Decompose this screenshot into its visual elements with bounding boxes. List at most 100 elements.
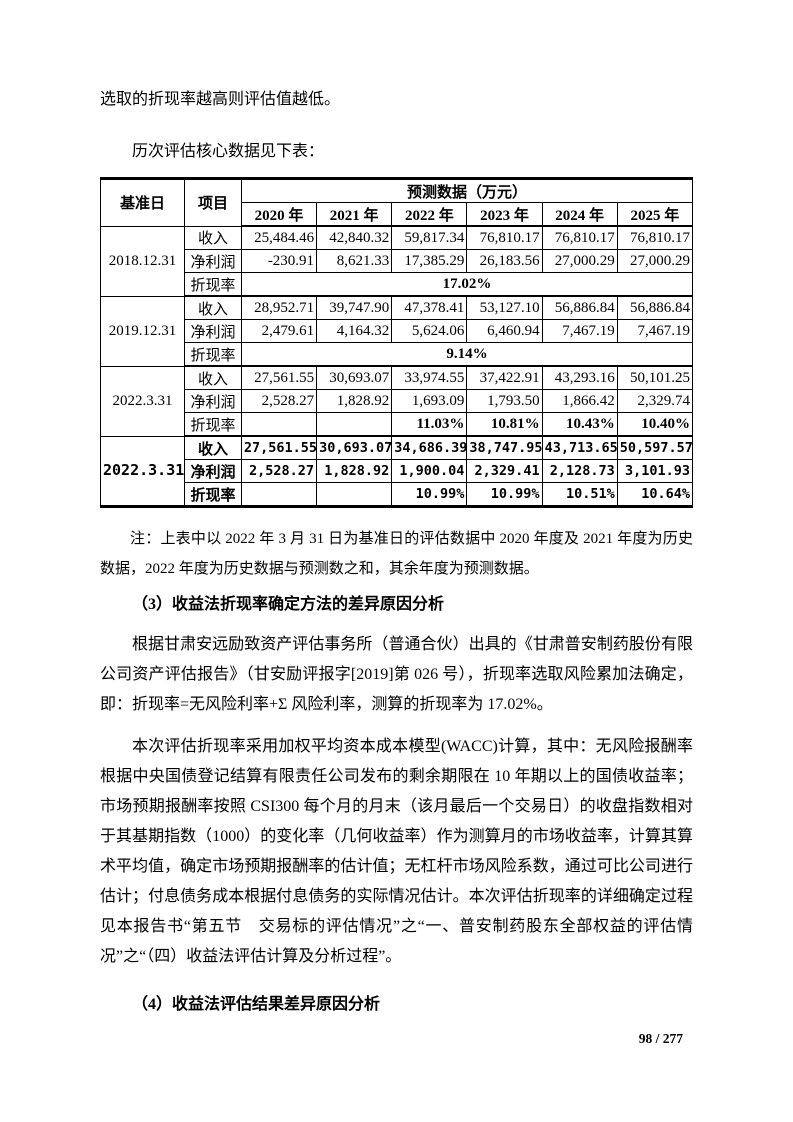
row-label: 折现率 <box>184 412 242 437</box>
data-cell: 1,828.92 <box>316 459 393 483</box>
data-cell: 42,840.32 <box>316 225 393 250</box>
data-cell: 1,793.50 <box>466 389 543 413</box>
table-header-row-years: 2020 年 2021 年 2022 年 2023 年 2024 年 2025 … <box>101 202 694 227</box>
page-number: 98 / 277 <box>638 1031 683 1046</box>
data-cell: 43,293.16 <box>541 365 618 390</box>
row-label: 收入 <box>184 225 242 250</box>
table-intro-paragraph: 历次评估核心数据见下表： <box>132 143 325 160</box>
data-cell: 27,561.55 <box>240 435 318 460</box>
data-cell: 59,817.34 <box>391 225 468 250</box>
data-cell: 1,693.09 <box>391 389 468 413</box>
discount-rate-cell: 10.43% <box>541 412 618 437</box>
row-label: 净利润 <box>184 389 242 413</box>
row-label: 净利润 <box>184 319 242 343</box>
row-label: 收入 <box>184 435 242 460</box>
header-base-date: 基准日 <box>99 178 186 227</box>
row-label: 净利润 <box>184 459 242 483</box>
data-cell: 47,378.41 <box>391 295 468 320</box>
data-cell: 2,528.27 <box>240 459 318 483</box>
data-cell: 39,747.90 <box>316 295 393 320</box>
table-row: 折现率 17.02% <box>101 272 694 297</box>
data-cell: 50,101.25 <box>616 365 694 390</box>
data-cell: 56,886.84 <box>541 295 618 320</box>
table-note: 注：上表中以 2022 年 3 月 31 日为基准日的评估数据中 2020 年度… <box>100 531 693 577</box>
table-row: 2018.12.31 收入 25,484.46 42,840.32 59,817… <box>99 225 694 297</box>
row-label: 收入 <box>184 295 242 320</box>
data-cell: 37,422.91 <box>466 365 543 390</box>
data-cell: -230.91 <box>240 249 318 273</box>
data-cell: 17,385.29 <box>391 249 468 273</box>
data-cell: 7,467.19 <box>541 319 618 343</box>
table-row: 折现率 10.99% 10.99% 10.51% 10.64% <box>101 482 694 508</box>
discount-rate-cell: 10.99% <box>391 482 468 508</box>
data-cell: 56,886.84 <box>616 295 694 320</box>
data-cell: 30,693.07 <box>316 435 393 460</box>
row-label: 净利润 <box>184 249 242 273</box>
data-cell: 38,747.95 <box>466 435 543 460</box>
data-cell: 34,686.39 <box>391 435 468 460</box>
data-cell: 2,329.41 <box>466 459 543 483</box>
table-row: 净利润 -230.91 8,621.33 17,385.29 26,183.56… <box>101 249 694 273</box>
row-label: 折现率 <box>184 272 242 297</box>
data-cell: 1,900.04 <box>391 459 468 483</box>
intro-paragraph: 选取的折现率越高则评估值越低。 <box>100 91 341 108</box>
data-cell: 6,460.94 <box>466 319 543 343</box>
data-cell: 25,484.46 <box>240 225 318 250</box>
data-cell: 27,000.29 <box>616 249 694 273</box>
table-header-row-1: 基准日 项目 预测数据（万元） <box>99 178 694 227</box>
table-row: 2019.12.31 收入 28,952.71 39,747.90 47,378… <box>99 295 694 367</box>
base-date-cell: 2022.3.31 <box>99 365 186 437</box>
valuation-history-table: 基准日 项目 预测数据（万元） 2020 年 2021 年 2022 年 202… <box>99 177 694 508</box>
data-cell: 30,693.07 <box>316 365 393 390</box>
discount-rate-cell <box>240 482 318 508</box>
base-date-cell: 2022.3.31 第三次评估 调整 <box>99 435 186 507</box>
data-cell: 27,561.55 <box>240 365 318 390</box>
discount-rate-cell <box>316 482 393 508</box>
discount-rate-cell: 10.64% <box>616 482 694 508</box>
data-cell: 2,329.74 <box>616 389 694 413</box>
row-label: 折现率 <box>184 482 242 508</box>
data-cell: 76,810.17 <box>466 225 543 250</box>
year-header: 2022 年 <box>391 202 468 227</box>
header-item: 项目 <box>184 178 242 227</box>
data-cell: 53,127.10 <box>466 295 543 320</box>
data-cell: 2,479.61 <box>240 319 318 343</box>
table-row: 净利润 2,479.61 4,164.32 5,624.06 6,460.94 … <box>101 319 694 343</box>
base-date-cell: 2019.12.31 <box>99 295 186 367</box>
discount-rate-cell: 11.03% <box>391 412 468 437</box>
table-row: 折现率 11.03% 10.81% 10.43% 10.40% <box>101 412 694 437</box>
data-cell: 33,974.55 <box>391 365 468 390</box>
data-cell: 28,952.71 <box>240 295 318 320</box>
year-header: 2020 年 <box>240 202 318 227</box>
paragraph-wacc-detail: 本次评估折现率采用加权平均资本成本模型(WACC)计算，其中：无风险报酬率根据中… <box>100 738 693 965</box>
paragraph-discount-method: 根据甘肃安远励致资产评估事务所（普通合伙）出具的《甘肃普安制药股份有限公司资产评… <box>100 636 693 713</box>
year-header: 2025 年 <box>616 202 694 227</box>
discount-rate-cell: 10.51% <box>541 482 618 508</box>
data-cell: 43,713.65 <box>541 435 618 460</box>
year-header: 2023 年 <box>466 202 543 227</box>
data-cell: 2,128.73 <box>541 459 618 483</box>
section-heading-3: （3）收益法折现率确定方法的差异原因分析 <box>132 596 445 613</box>
data-cell: 50,597.57 <box>616 435 694 460</box>
table-row: 净利润 2,528.27 1,828.92 1,693.09 1,793.50 … <box>101 389 694 413</box>
discount-rate-cell: 9.14% <box>240 342 694 367</box>
data-cell: 3,101.93 <box>616 459 694 483</box>
data-cell: 7,467.19 <box>616 319 694 343</box>
discount-rate-cell <box>316 412 393 437</box>
year-header: 2024 年 <box>541 202 618 227</box>
data-cell: 2,528.27 <box>240 389 318 413</box>
row-label: 收入 <box>184 365 242 390</box>
data-cell: 5,624.06 <box>391 319 468 343</box>
data-cell: 1,866.42 <box>541 389 618 413</box>
discount-rate-cell: 10.99% <box>466 482 543 508</box>
data-cell: 8,621.33 <box>316 249 393 273</box>
data-cell: 76,810.17 <box>616 225 694 250</box>
header-forecast: 预测数据（万元） <box>240 178 694 203</box>
data-cell: 76,810.17 <box>541 225 618 250</box>
data-cell: 27,000.29 <box>541 249 618 273</box>
row-label: 折现率 <box>184 342 242 367</box>
base-date-cell: 2018.12.31 <box>99 225 186 297</box>
year-header: 2021 年 <box>316 202 393 227</box>
table-row: 净利润 2,528.27 1,828.92 1,900.04 2,329.41 … <box>101 459 694 483</box>
